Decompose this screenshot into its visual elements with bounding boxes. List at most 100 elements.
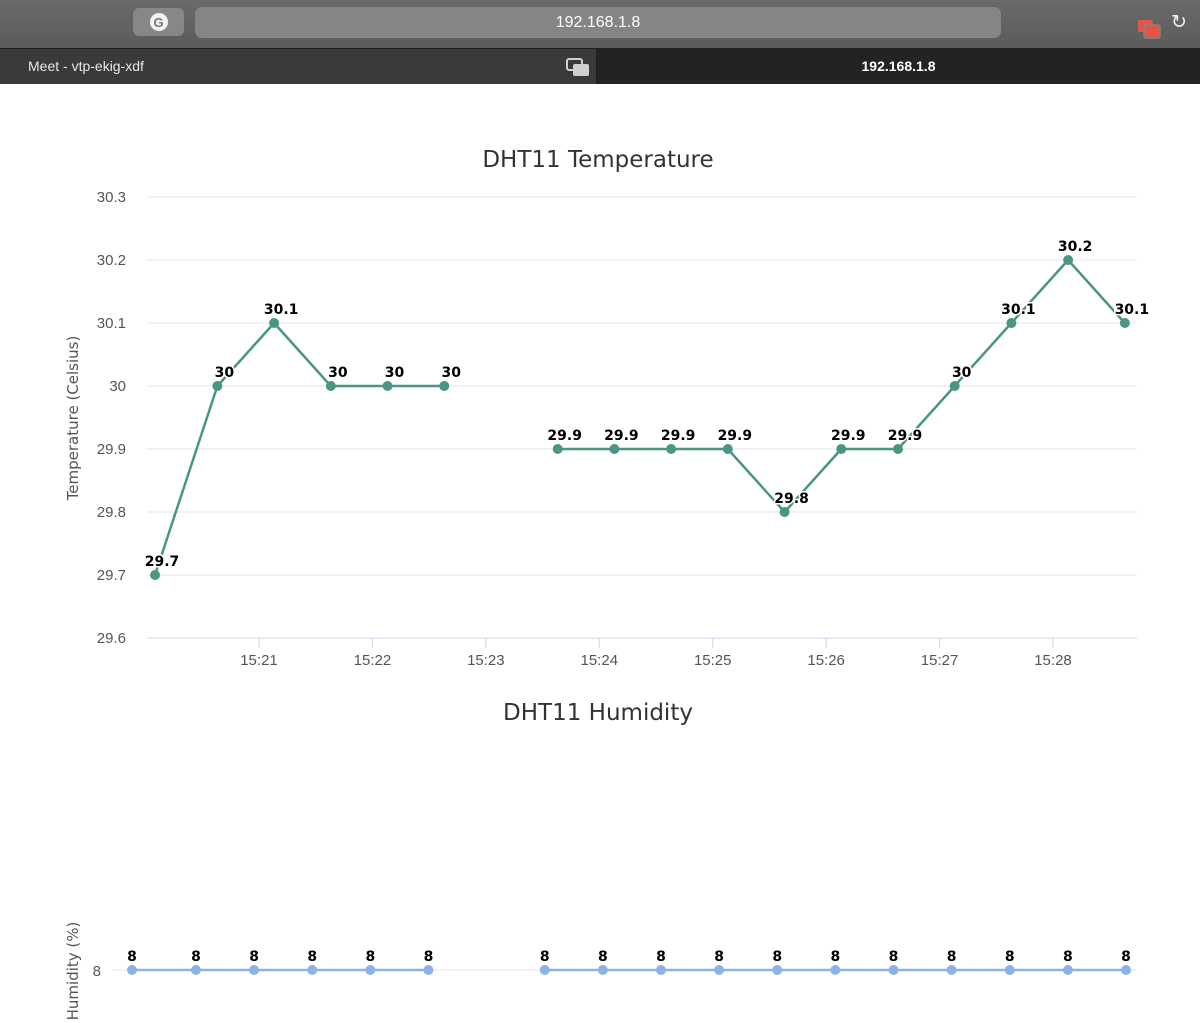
- temperature-data-label: 29.9: [718, 428, 753, 444]
- y-tick-label: 30: [109, 378, 126, 395]
- temperature-point[interactable]: [552, 444, 563, 454]
- humidity-chart: DHT11 Humidity Humidity (%) 8 8 8 8 8 8 8 8 8 8 8 8 8 8…: [64, 700, 1137, 1020]
- tab-local-server-label: 192.168.1.8: [861, 58, 936, 74]
- humidity-point[interactable]: [1062, 965, 1073, 975]
- humidity-point[interactable]: [249, 965, 260, 975]
- temperature-point[interactable]: [949, 381, 960, 391]
- humidity-data-label: 8: [830, 949, 840, 965]
- tab-bar: Meet - vtp-ekig-xdf 192.168.1.8: [0, 48, 1200, 84]
- humidity-data-label: 8: [307, 949, 317, 965]
- temperature-point[interactable]: [150, 570, 161, 580]
- humidity-data-label: 8: [947, 949, 957, 965]
- temperature-point[interactable]: [1006, 318, 1017, 328]
- humidity-data-label: 8: [889, 949, 899, 965]
- temperature-point[interactable]: [609, 444, 620, 454]
- temperature-point[interactable]: [439, 381, 450, 391]
- temperature-point[interactable]: [836, 444, 847, 454]
- humidity-data-label: 8: [714, 949, 724, 965]
- humidity-data-label: 8: [127, 949, 137, 965]
- y-axis-title: Humidity (%): [64, 922, 82, 1021]
- humidity-point[interactable]: [772, 965, 783, 975]
- address-text: 192.168.1.8: [555, 14, 641, 31]
- browser-toolbar: G 192.168.1.8 ↻: [0, 0, 1200, 48]
- temperature-data-label: 29.9: [831, 428, 866, 444]
- temperature-point[interactable]: [269, 318, 280, 328]
- tab-local-server[interactable]: 192.168.1.8: [597, 49, 1200, 84]
- humidity-point[interactable]: [714, 965, 725, 975]
- temperature-data-label: 29.9: [661, 428, 696, 444]
- humidity-data-label: 8: [1121, 949, 1131, 965]
- y-tick-label: 30.3: [97, 189, 126, 206]
- temperature-chart: DHT11 Temperature Temperature (Celsius) 29…: [64, 147, 1151, 669]
- temperature-point[interactable]: [779, 507, 790, 517]
- humidity-data-label: 8: [1063, 949, 1073, 965]
- temperature-point[interactable]: [382, 381, 393, 391]
- tab-meet-label: Meet - vtp-ekig-xdf: [28, 58, 144, 74]
- humidity-data-label: 8: [772, 949, 782, 965]
- y-tick-label: 8: [93, 963, 101, 980]
- x-tick-label: 15:22: [354, 652, 392, 669]
- open-tabs-icon[interactable]: [1137, 19, 1161, 39]
- temperature-point[interactable]: [1063, 255, 1074, 265]
- address-bar[interactable]: 192.168.1.8 ↻: [195, 7, 1187, 39]
- temperature-point[interactable]: [666, 444, 677, 454]
- temperature-point[interactable]: [325, 381, 336, 391]
- humidity-point[interactable]: [830, 965, 841, 975]
- humidity-point[interactable]: [655, 965, 666, 975]
- y-tick-label: 29.8: [97, 504, 126, 521]
- humidity-point[interactable]: [946, 965, 957, 975]
- temperature-data-label: 29.9: [604, 428, 639, 444]
- y-tick-label: 30.1: [97, 315, 126, 332]
- temperature-point[interactable]: [212, 381, 223, 391]
- humidity-point[interactable]: [597, 965, 608, 975]
- humidity-data-label: 8: [191, 949, 201, 965]
- x-tick-label: 15:27: [921, 652, 959, 669]
- temperature-data-label: 30: [328, 365, 348, 381]
- x-tick-label: 15:25: [694, 652, 732, 669]
- y-axis-title: Temperature (Celsius): [64, 336, 82, 502]
- reload-icon[interactable]: ↻: [1171, 12, 1187, 33]
- temperature-data-label: 30: [952, 365, 972, 381]
- y-tick-label: 30.2: [97, 252, 126, 269]
- humidity-data-label: 8: [365, 949, 375, 965]
- chart-title: DHT11 Humidity: [503, 700, 693, 726]
- humidity-data-label: 8: [598, 949, 608, 965]
- humidity-point[interactable]: [127, 965, 137, 975]
- x-tick-label: 15:28: [1034, 652, 1072, 669]
- humidity-point[interactable]: [423, 965, 434, 975]
- y-tick-label: 29.6: [97, 630, 126, 647]
- temperature-data-label: 30.1: [1115, 302, 1150, 318]
- humidity-point[interactable]: [539, 965, 550, 975]
- humidity-point[interactable]: [1121, 965, 1131, 975]
- humidity-point[interactable]: [888, 965, 899, 975]
- temperature-point[interactable]: [722, 444, 733, 454]
- temperature-data-label: 30: [215, 365, 235, 381]
- humidity-data-label: 8: [1005, 949, 1015, 965]
- humidity-point[interactable]: [190, 965, 201, 975]
- humidity-data-label: 8: [424, 949, 434, 965]
- humidity-point[interactable]: [307, 965, 318, 975]
- temperature-data-label: 29.7: [145, 554, 180, 570]
- humidity-data-label: 8: [249, 949, 259, 965]
- temperature-point[interactable]: [892, 444, 903, 454]
- humidity-point[interactable]: [365, 965, 376, 975]
- extension-button[interactable]: G: [133, 8, 184, 36]
- humidity-data-label: 8: [656, 949, 666, 965]
- humidity-point[interactable]: [1004, 965, 1015, 975]
- chart-title: DHT11 Temperature: [482, 147, 713, 173]
- temperature-data-label: 30: [442, 365, 462, 381]
- temperature-data-label: 29.9: [888, 428, 923, 444]
- temperature-data-label: 30.2: [1058, 239, 1093, 255]
- y-tick-label: 29.7: [97, 567, 126, 584]
- tab-overview-icon[interactable]: [566, 57, 590, 77]
- x-tick-label: 15:21: [240, 652, 278, 669]
- x-tick-label: 15:24: [581, 652, 619, 669]
- temperature-data-label: 30: [385, 365, 405, 381]
- x-tick-label: 15:26: [807, 652, 845, 669]
- temperature-series-line: [153, 258, 1126, 576]
- temperature-point[interactable]: [1119, 318, 1130, 328]
- temperature-data-label: 29.8: [774, 491, 809, 507]
- temperature-data-label: 30.1: [1001, 302, 1036, 318]
- tab-meet[interactable]: Meet - vtp-ekig-xdf: [0, 49, 597, 84]
- x-tick-label: 15:23: [467, 652, 505, 669]
